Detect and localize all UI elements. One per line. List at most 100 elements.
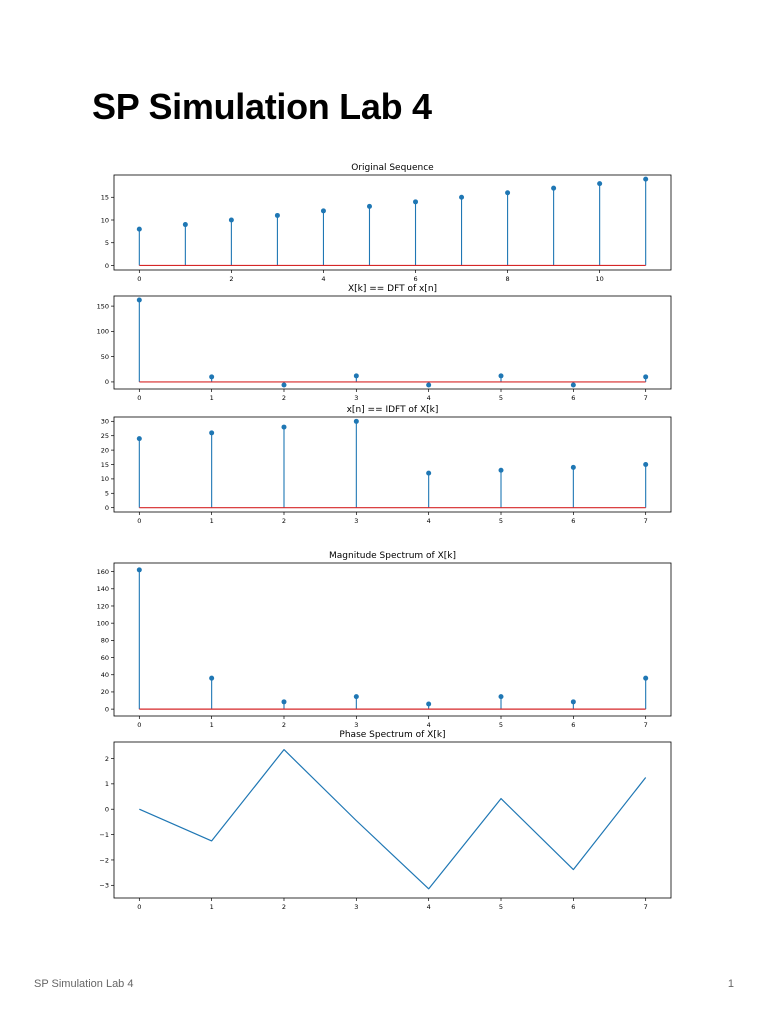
x-tick-label: 1 xyxy=(210,721,214,729)
x-tick-label: 3 xyxy=(354,517,358,525)
x-tick-label: 7 xyxy=(644,517,648,525)
stem-marker xyxy=(597,181,603,187)
x-tick-label: 8 xyxy=(506,275,510,283)
x-tick-label: 3 xyxy=(354,721,358,729)
stem-marker xyxy=(498,467,504,473)
y-tick-label: 40 xyxy=(101,671,109,679)
stem-marker xyxy=(209,430,215,436)
stem-marker xyxy=(281,699,287,705)
y-tick-label: 0 xyxy=(105,378,109,386)
axes-frame xyxy=(113,174,672,271)
chart-original-sequence: Original Sequence 0 2 4 6 8 10 0 5 10 15 xyxy=(101,163,672,283)
y-tick-label: 15 xyxy=(101,194,109,202)
chart-dft: X[k] == DFT of x[n] 0 1 2 3 4 5 6 7 0 50 100 150 xyxy=(97,284,672,402)
axes-frame xyxy=(113,416,672,513)
y-tick-label: 160 xyxy=(97,568,109,576)
y-tick-label: 25 xyxy=(101,432,109,440)
y-tick-label: 80 xyxy=(101,637,109,645)
stem-marker xyxy=(459,194,465,200)
x-tick-label: 4 xyxy=(427,721,431,729)
stem-marker xyxy=(505,190,511,196)
x-tick-label: 7 xyxy=(644,903,648,911)
x-tick-label: 0 xyxy=(137,394,141,402)
y-tick-label: 20 xyxy=(101,688,109,696)
chart-title: x[n] == IDFT of X[k] xyxy=(347,405,439,415)
stem-marker xyxy=(426,470,432,476)
stem-marker xyxy=(136,436,142,442)
y-tick-label: 10 xyxy=(101,475,109,483)
stem-marker xyxy=(274,212,280,218)
footer-title: SP Simulation Lab 4 xyxy=(34,978,134,990)
y-tick-label: 2 xyxy=(105,755,109,763)
x-tick-label: 0 xyxy=(137,275,141,283)
x-tick-label: 6 xyxy=(413,275,417,283)
x-tick-label: 1 xyxy=(210,517,214,525)
y-tick-label: −3 xyxy=(99,882,109,890)
x-tick-label: 6 xyxy=(571,517,575,525)
chart-title: Magnitude Spectrum of X[k] xyxy=(329,551,456,561)
stem-marker xyxy=(228,217,234,223)
chart-title: Original Sequence xyxy=(351,163,434,173)
stem-marker xyxy=(570,464,576,470)
x-tick-label: 2 xyxy=(229,275,233,283)
stem-marker xyxy=(353,418,359,424)
x-tick-label: 5 xyxy=(499,721,503,729)
stem-marker xyxy=(281,382,287,388)
axes-frame xyxy=(113,295,672,390)
x-tick-label: 2 xyxy=(282,394,286,402)
page-number: 1 xyxy=(727,978,734,990)
stem-marker xyxy=(136,297,142,303)
stem-marker xyxy=(209,675,215,681)
y-tick-label: 15 xyxy=(101,461,109,469)
axes-frame xyxy=(113,562,672,717)
x-tick-label: 4 xyxy=(321,275,325,283)
chart-title: Phase Spectrum of X[k] xyxy=(339,730,445,740)
y-tick-label: −1 xyxy=(99,831,109,839)
chart-magnitude-spectrum: Magnitude Spectrum of X[k] 0 1 2 3 4 5 6 7 0 20 40 6… xyxy=(97,551,672,729)
x-tick-label: 7 xyxy=(644,394,648,402)
x-tick-label: 0 xyxy=(137,517,141,525)
y-tick-label: 140 xyxy=(97,585,109,593)
chart-title: X[k] == DFT of x[n] xyxy=(348,284,437,294)
stem-marker xyxy=(209,374,215,380)
x-tick-label: 5 xyxy=(499,394,503,402)
x-tick-label: 4 xyxy=(427,903,431,911)
y-tick-label: 5 xyxy=(105,239,109,247)
x-tick-label: 4 xyxy=(427,394,431,402)
y-tick-label: 0 xyxy=(105,504,109,512)
y-tick-label: 0 xyxy=(105,806,109,814)
series-line xyxy=(139,749,647,890)
x-tick-label: 6 xyxy=(571,721,575,729)
stem-marker xyxy=(498,694,504,700)
x-tick-label: 4 xyxy=(427,517,431,525)
y-tick-label: 0 xyxy=(105,262,109,270)
stem-marker xyxy=(426,382,432,388)
x-tick-label: 2 xyxy=(282,903,286,911)
stem-marker xyxy=(570,382,576,388)
y-tick-label: 120 xyxy=(97,602,109,610)
x-tick-label: 2 xyxy=(282,721,286,729)
axes-frame xyxy=(113,741,672,899)
chart-idft: x[n] == IDFT of X[k] 0 1 2 3 4 5 6 7 0 5 10 15 20 25 30 xyxy=(101,405,672,525)
y-tick-label: 60 xyxy=(101,654,109,662)
y-tick-label: 100 xyxy=(97,328,109,336)
stem-marker xyxy=(643,374,649,380)
stem-marker xyxy=(643,675,649,681)
chart-phase-spectrum: Phase Spectrum of X[k] 0 1 2 3 4 5 6 7 −3 −2 −1 0 1 2 xyxy=(99,730,672,911)
stem-marker xyxy=(643,176,649,182)
x-tick-label: 2 xyxy=(282,517,286,525)
page-title: SP Simulation Lab 4 xyxy=(92,86,432,127)
y-tick-label: 30 xyxy=(101,418,109,426)
x-tick-label: 3 xyxy=(354,394,358,402)
stem-marker xyxy=(182,222,188,228)
x-tick-label: 5 xyxy=(499,903,503,911)
stem-marker xyxy=(320,208,326,214)
y-tick-label: 1 xyxy=(105,780,109,788)
x-tick-label: 6 xyxy=(571,394,575,402)
x-tick-label: 0 xyxy=(137,721,141,729)
x-tick-label: 1 xyxy=(210,903,214,911)
y-tick-label: 0 xyxy=(105,705,109,713)
stem-marker xyxy=(353,694,359,700)
stem-marker xyxy=(498,373,504,379)
